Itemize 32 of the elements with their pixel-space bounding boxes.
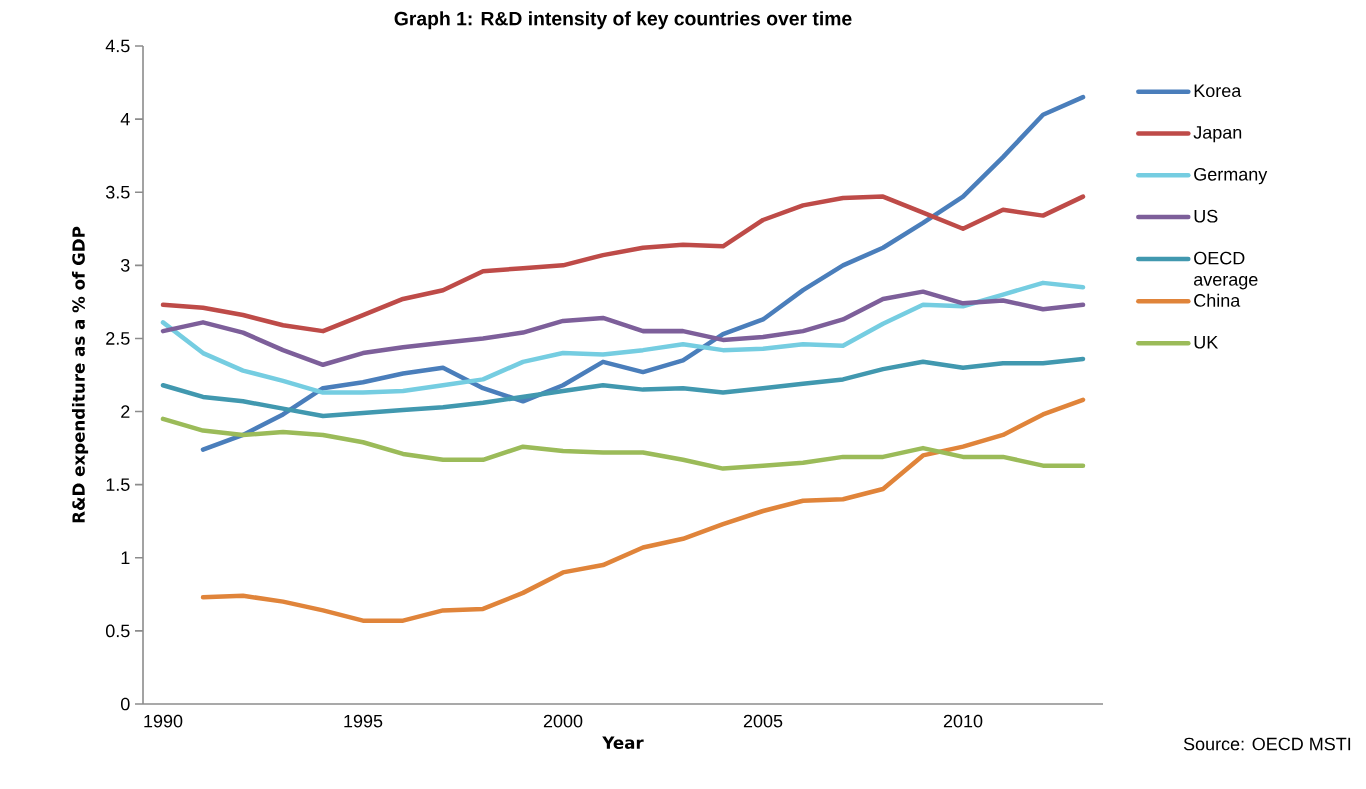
legend-label: Korea (1194, 84, 1242, 98)
y-tick-label: 4 (120, 112, 130, 126)
line-series (160, 280, 1086, 395)
legend-label: OECD average (1194, 251, 1258, 290)
y-tick-label: 3.5 (105, 185, 130, 199)
legend-label: Japan (1193, 126, 1242, 143)
legend-label: China (1194, 293, 1241, 307)
y-tick-label: 4.5 (105, 39, 130, 53)
x-tick-label: 2000 (543, 714, 583, 728)
y-tick-label: 2 (121, 405, 130, 418)
y-tick-label: 2.5 (106, 332, 130, 345)
line-series (200, 94, 1086, 452)
legend-label: Germany (1194, 167, 1268, 185)
y-axis-title: R&D expenditure as a % of GDP (71, 226, 89, 523)
y-tick-label: 0 (120, 697, 130, 711)
source-note: Source: OECD MSTI (1183, 737, 1351, 751)
legend-label: US (1194, 209, 1218, 223)
line-series (160, 416, 1086, 471)
y-tick-label: 0.5 (105, 624, 130, 638)
x-tick-label: 1995 (344, 714, 383, 728)
line-series (160, 194, 1086, 334)
x-tick-label: 1990 (144, 714, 183, 728)
y-tick-label: 1.5 (106, 478, 130, 491)
chart-title: Graph 1: R&D intensity of key countries over time (394, 11, 852, 30)
y-tick-label: 1 (121, 551, 130, 564)
legend-label: UK (1194, 336, 1219, 349)
x-tick-label: 2010 (943, 714, 983, 728)
line-series (160, 289, 1086, 368)
line-series (200, 397, 1086, 623)
x-axis-title: Year (602, 736, 644, 749)
x-tick-label: 2005 (743, 714, 783, 728)
y-tick-label: 3 (120, 258, 130, 272)
